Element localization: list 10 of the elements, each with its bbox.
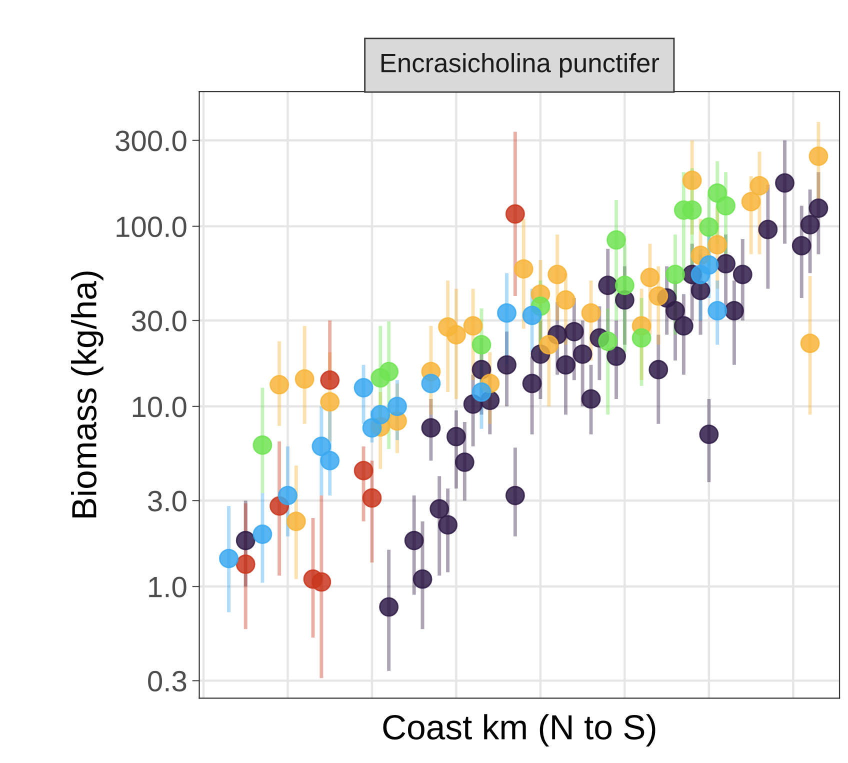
chart-title: Encrasicholina punctifer: [381, 52, 660, 78]
y-axis-title: Biomass (kg/ha): [71, 272, 104, 518]
y-tick-label: 30.0: [132, 310, 186, 332]
y-tick-label: 10.0: [132, 396, 186, 418]
y-tick-label: 3.0: [148, 490, 186, 512]
y-tick-label: 1.0: [149, 576, 186, 598]
x-axis-title: Coast km (N to S): [383, 714, 656, 746]
y-tick-label: 100.0: [116, 216, 186, 238]
y-tick-label: 0.3: [148, 670, 186, 692]
y-tick-label: 300.0: [116, 130, 186, 152]
